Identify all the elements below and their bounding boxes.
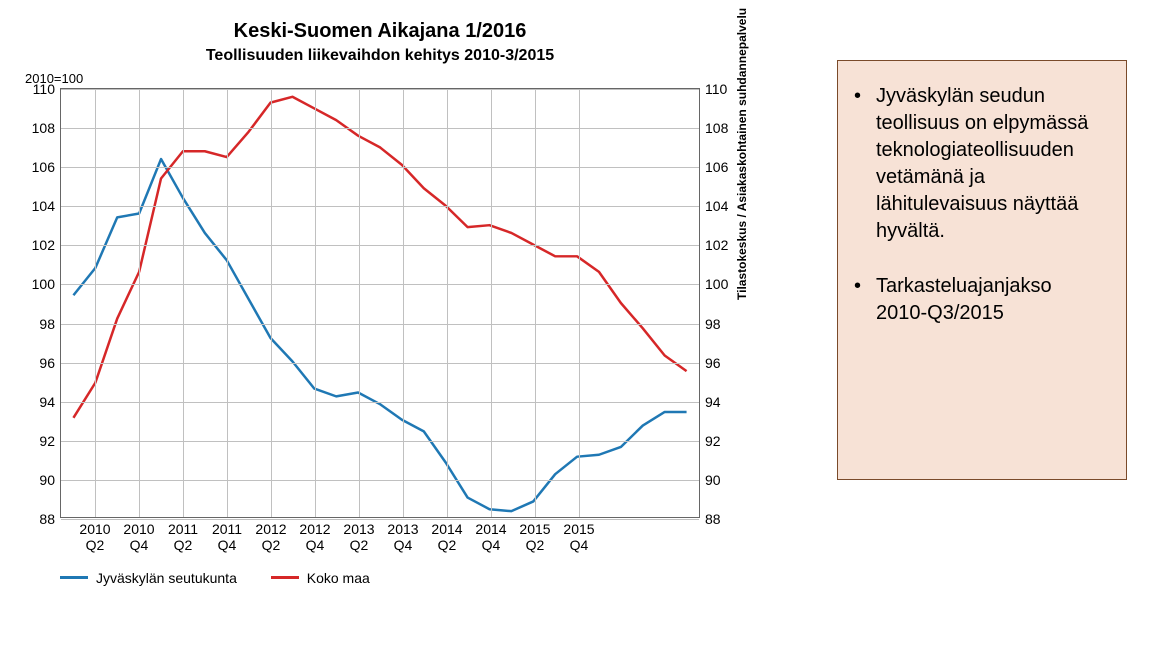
ytick-left: 90 <box>21 472 55 488</box>
xtick: 2012Q4 <box>299 521 330 553</box>
ytick-right: 96 <box>705 355 739 371</box>
series-line-1 <box>73 97 686 418</box>
ytick-right: 88 <box>705 511 739 527</box>
xtick: 2011Q2 <box>168 521 198 553</box>
ytick-right: 90 <box>705 472 739 488</box>
ytick-left: 94 <box>21 394 55 410</box>
ytick-right: 100 <box>705 276 739 292</box>
ytick-left: 102 <box>21 237 55 253</box>
xtick: 2014Q2 <box>431 521 462 553</box>
chart-baseline-label: 2010=100 <box>25 71 745 86</box>
ytick-right: 94 <box>705 394 739 410</box>
ytick-left: 92 <box>21 433 55 449</box>
ytick-left: 100 <box>21 276 55 292</box>
xtick: 2015Q4 <box>563 521 594 553</box>
legend-swatch-2 <box>271 576 299 579</box>
side-panel-bullet-2: Tarkasteluajanjakso 2010-Q3/2015 <box>868 273 1106 327</box>
chart-title-sub: Teollisuuden liikevaihdon kehitys 2010-3… <box>15 47 745 65</box>
chart-lines-svg <box>61 89 699 517</box>
legend-label-2: Koko maa <box>307 570 370 586</box>
ytick-left: 106 <box>21 159 55 175</box>
ytick-right: 110 <box>705 81 739 97</box>
chart-legend: Jyväskylän seutukunta Koko maa <box>60 566 745 586</box>
side-panel-list: Jyväskylän seudun teollisuus on elpymäss… <box>868 83 1106 327</box>
ytick-left: 104 <box>21 198 55 214</box>
legend-label-1: Jyväskylän seutukunta <box>96 570 237 586</box>
xtick: 2014Q4 <box>475 521 506 553</box>
ytick-left: 108 <box>21 120 55 136</box>
ytick-left: 88 <box>21 511 55 527</box>
series-line-0 <box>73 159 686 511</box>
xtick: 2010Q4 <box>123 521 154 553</box>
legend-item-2: Koko maa <box>271 570 370 586</box>
xtick: 2012Q2 <box>255 521 286 553</box>
ytick-right: 106 <box>705 159 739 175</box>
ytick-right: 104 <box>705 198 739 214</box>
legend-item-1: Jyväskylän seutukunta <box>60 570 237 586</box>
ytick-right: 98 <box>705 316 739 332</box>
xtick: 2013Q2 <box>343 521 374 553</box>
ytick-left: 110 <box>21 81 55 97</box>
legend-swatch-1 <box>60 576 88 579</box>
xtick: 2010Q2 <box>79 521 110 553</box>
xtick: 2011Q4 <box>212 521 242 553</box>
chart-container: Keski-Suomen Aikajana 1/2016 Teollisuude… <box>15 20 745 586</box>
chart-title-main: Keski-Suomen Aikajana 1/2016 <box>15 20 745 43</box>
side-panel-bullet-1: Jyväskylän seudun teollisuus on elpymäss… <box>868 83 1106 245</box>
chart-plot-area: 8888909092929494969698981001001021021041… <box>60 88 700 518</box>
xtick: 2013Q4 <box>387 521 418 553</box>
xtick: 2015Q2 <box>519 521 550 553</box>
ytick-right: 108 <box>705 120 739 136</box>
chart-source-label: Tilastokeskus / Asiakaskohtainen suhdann… <box>735 8 749 300</box>
ytick-left: 98 <box>21 316 55 332</box>
ytick-right: 92 <box>705 433 739 449</box>
side-panel: Jyväskylän seudun teollisuus on elpymäss… <box>837 60 1127 480</box>
ytick-right: 102 <box>705 237 739 253</box>
ytick-left: 96 <box>21 355 55 371</box>
